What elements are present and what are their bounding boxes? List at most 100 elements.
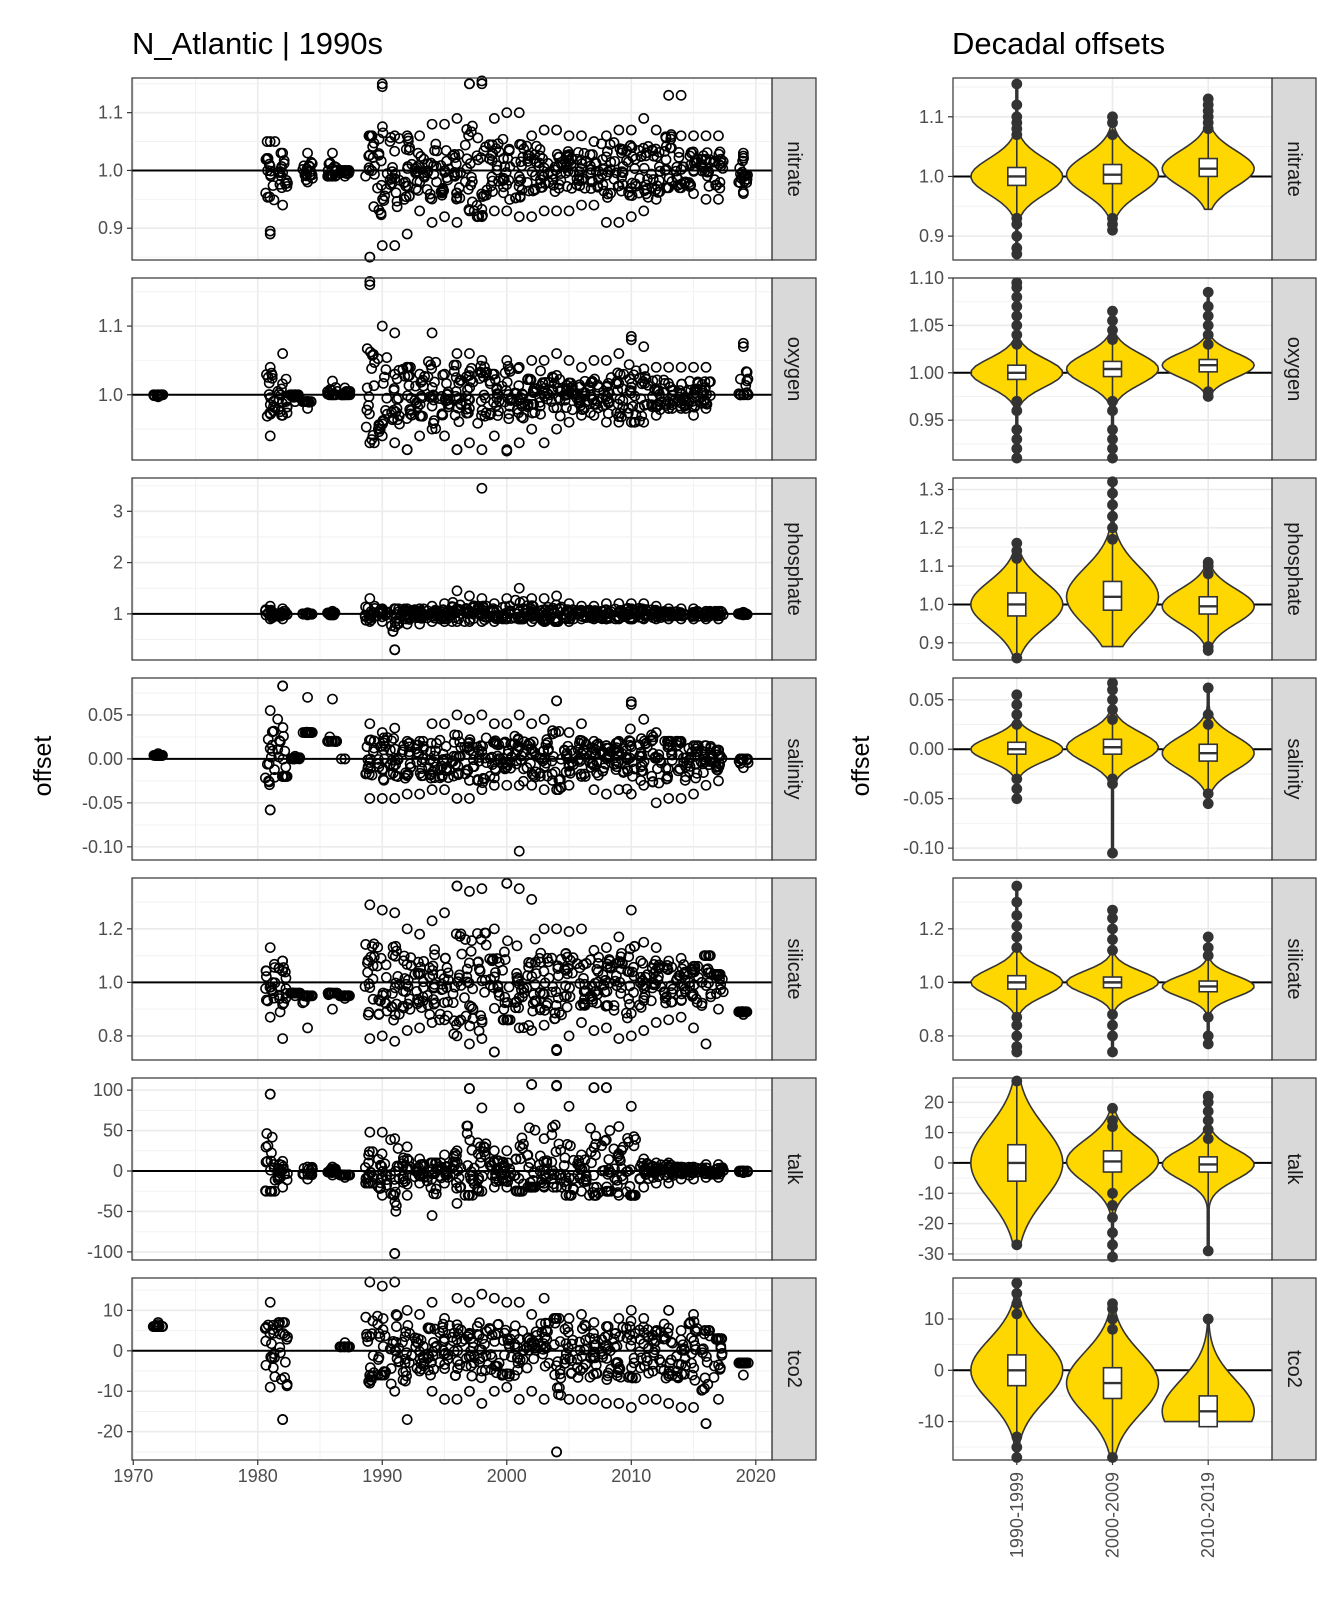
talk-point (302, 1161, 313, 1173)
oxygen-point (683, 396, 695, 408)
silicate-point (264, 1011, 276, 1023)
silicate-point (416, 1002, 427, 1014)
silicate-point (364, 1033, 376, 1044)
phosphate-point (710, 607, 722, 619)
oxygen-point (402, 390, 413, 402)
oxygen-point (546, 396, 558, 408)
phosphate-point (400, 613, 412, 625)
oxygen-point (625, 385, 637, 397)
outlier-point (1202, 338, 1214, 350)
silicate-point (398, 955, 410, 967)
outlier-point (1011, 291, 1023, 303)
talk-point (379, 1158, 391, 1170)
nitrate-y-tick-label: 1.0 (98, 160, 123, 180)
oxygen-point (429, 376, 440, 388)
salinity-point (439, 718, 450, 730)
silicate-point (715, 984, 726, 995)
outlier-point (1107, 324, 1118, 336)
silicate-point (635, 1002, 647, 1013)
silicate-point (302, 1022, 313, 1034)
nitrate-point (414, 176, 426, 188)
phosphate-point (327, 609, 338, 621)
salinity-point (574, 756, 586, 767)
nitrate-point (625, 182, 637, 194)
nitrate-point (650, 124, 662, 136)
nitrate-point (522, 153, 534, 165)
talk-point (302, 1173, 313, 1185)
oxygen-point (576, 361, 587, 373)
outlier-point (1011, 338, 1023, 350)
silicate-point (488, 1046, 500, 1058)
oxygen-point (476, 444, 488, 456)
salinity-point (335, 753, 347, 765)
phosphate-point (650, 600, 662, 612)
salinity-point (277, 680, 289, 692)
silicate-points (260, 877, 753, 1058)
oxygen-point (464, 437, 475, 449)
silicate-y-tick-label: 1.0 (98, 972, 123, 992)
nitrate-point (487, 175, 498, 187)
nitrate-point (513, 181, 525, 192)
silicate-point (429, 979, 440, 990)
silicate-point (530, 968, 542, 979)
talk-point (272, 1173, 284, 1185)
phosphate-point (277, 603, 289, 615)
salinity-point (339, 753, 351, 765)
salinity-point (624, 723, 636, 735)
nitrate-point (660, 132, 672, 144)
nitrate-point (401, 130, 413, 142)
silicate-point (274, 993, 285, 1004)
salinity-border (131, 677, 773, 861)
oxygen-point (587, 394, 598, 406)
talk-point (422, 1171, 434, 1183)
outlier-point (1107, 714, 1118, 725)
nitrate-point (497, 133, 509, 145)
silicate-point (609, 975, 621, 987)
oxygen-point (414, 430, 426, 442)
silicate-point (610, 970, 622, 982)
oxygen-point (401, 361, 413, 373)
talk-point (509, 1169, 521, 1181)
outlier-point (1202, 556, 1214, 568)
salinity-point (412, 746, 423, 758)
outlier-point (1011, 78, 1023, 90)
silicate-point (267, 987, 279, 999)
nitrate-point (264, 191, 276, 203)
salinity-y-tick-label: -0.05 (82, 793, 123, 813)
silicate-point (523, 957, 535, 968)
phosphate-strip-label: phosphate (783, 522, 805, 615)
nitrate-point (515, 174, 527, 186)
silicate-point (399, 973, 411, 984)
oxygen-point (547, 385, 559, 397)
nitrate-point (562, 146, 574, 157)
salinity-point (690, 772, 702, 784)
oxygen-point (148, 390, 160, 402)
nitrate-point (673, 147, 685, 158)
outlier-point (1107, 315, 1118, 327)
silicate-point (497, 964, 508, 976)
outlier-point (1107, 129, 1118, 141)
nitrate-point (300, 174, 312, 186)
phosphate-point (538, 593, 550, 604)
nitrate-point (717, 156, 729, 167)
nitrate-point (586, 176, 598, 188)
silicate-point (511, 996, 523, 1007)
salinity-point (267, 745, 278, 757)
right-y-axis-label: offset (847, 736, 875, 797)
nitrate-point (386, 172, 398, 184)
salinity-point (385, 768, 396, 780)
nitrate-point (439, 211, 450, 223)
nitrate-point (367, 141, 379, 152)
oxygen-point (658, 374, 670, 386)
silicate-point (401, 1025, 413, 1036)
silicate-point (659, 992, 671, 1004)
oxygen-point (388, 383, 400, 394)
salinity-point (625, 788, 637, 800)
oxygen-point (640, 373, 652, 385)
nitrate-point (688, 188, 699, 199)
salinity-point (538, 713, 550, 725)
salinity-point (367, 746, 379, 758)
nitrate-point (585, 183, 597, 194)
nitrate-point (426, 217, 438, 228)
